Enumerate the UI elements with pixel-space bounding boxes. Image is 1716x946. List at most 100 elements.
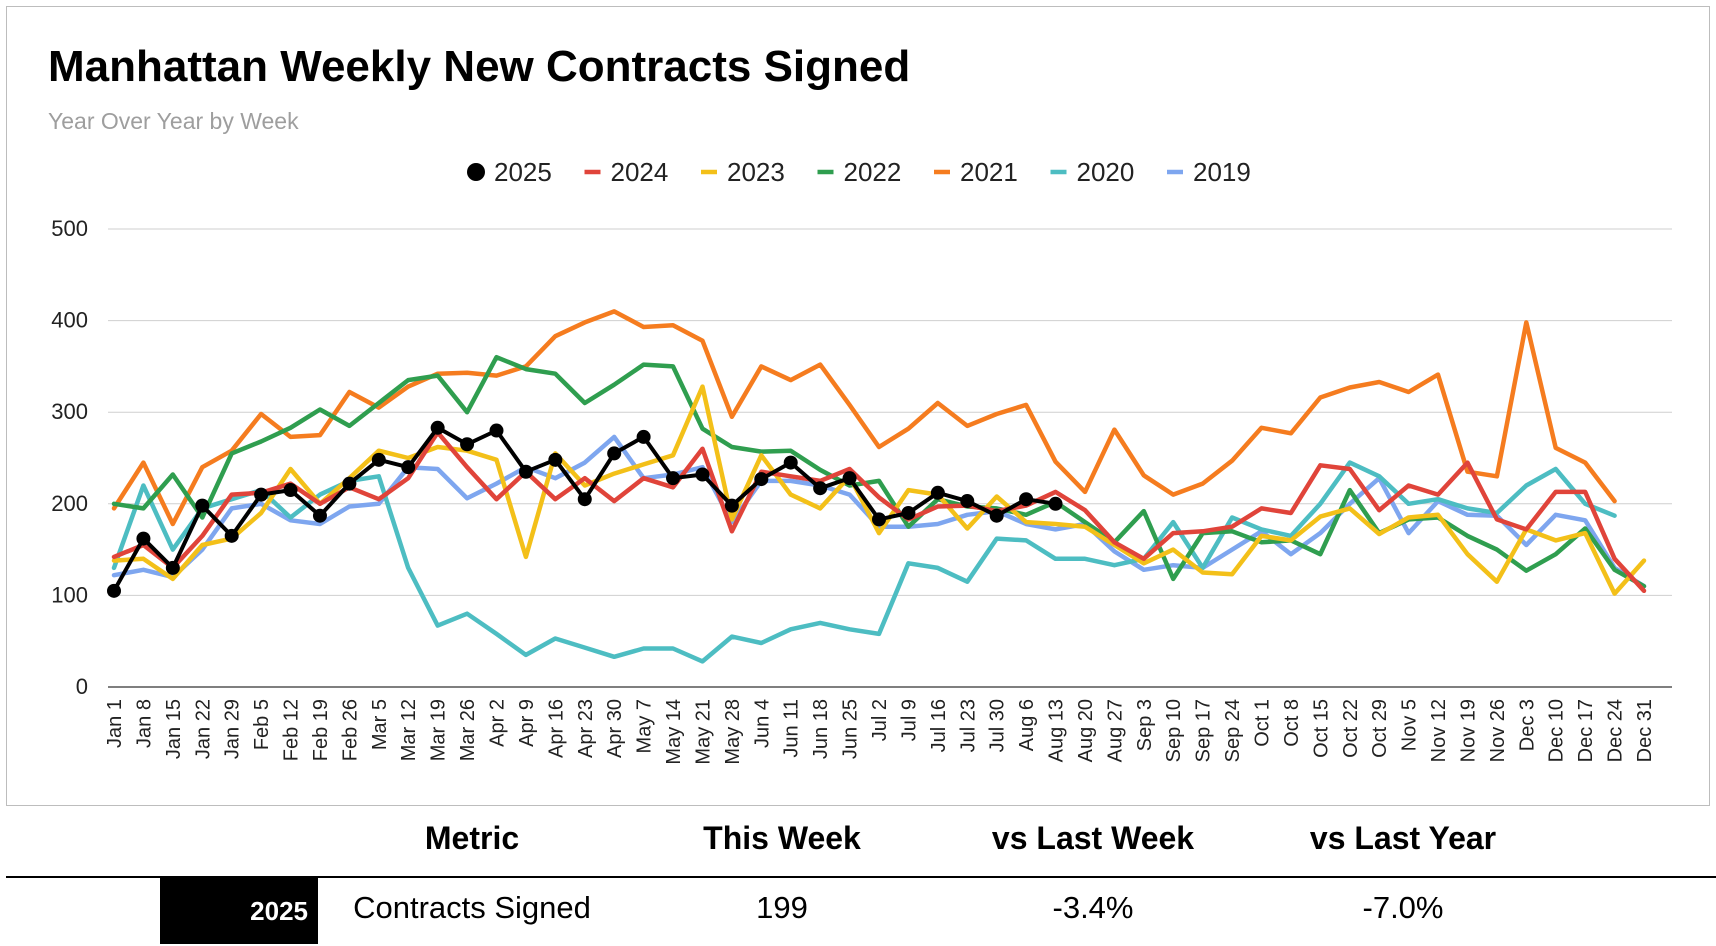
x-tick-label: Nov 26 [1487, 699, 1509, 762]
data-point-2025 [1019, 492, 1034, 507]
x-tick-label: Mar 26 [457, 699, 479, 761]
data-point-2025 [342, 476, 357, 491]
x-tick-label: Jun 11 [781, 699, 803, 758]
data-point-2025 [224, 528, 239, 543]
cell-metric: Contracts Signed [353, 890, 591, 925]
x-tick-label: Aug 13 [1046, 699, 1068, 762]
legend-label-2022: 2022 [844, 157, 902, 187]
data-point-2025 [1048, 496, 1063, 511]
x-tick-label: Oct 29 [1369, 699, 1391, 758]
data-point-2025 [518, 464, 533, 479]
x-tick-label: Oct 15 [1310, 699, 1332, 758]
x-tick-label: Apr 16 [545, 699, 567, 758]
x-tick-label: Jul 23 [957, 699, 979, 752]
data-point-2025 [901, 505, 916, 520]
x-tick-label: May 14 [663, 699, 685, 765]
series-2021 [111, 309, 1617, 527]
series-2024 [111, 430, 1647, 594]
data-point-2025 [460, 437, 475, 452]
data-point-2025 [813, 481, 828, 496]
x-tick-label: Mar 12 [398, 699, 420, 761]
x-tick-label: Dec 24 [1605, 699, 1627, 762]
y-tick-label: 400 [51, 308, 88, 333]
data-point-2025 [371, 452, 386, 467]
header-vs-last-week: vs Last Week [991, 820, 1195, 856]
x-tick-label: Feb 12 [281, 699, 303, 761]
x-tick-label: Sep 17 [1193, 699, 1215, 762]
x-tick-label: Dec 3 [1516, 699, 1538, 751]
legend-label-2020: 2020 [1077, 157, 1135, 187]
data-point-2025 [577, 492, 592, 507]
cell-vs-last-week: -3.4% [1052, 890, 1134, 925]
series-line-2022 [111, 354, 1647, 589]
legend-label-2024: 2024 [611, 157, 669, 187]
x-tick-label: Dec 31 [1634, 699, 1656, 762]
legend-marker-2025 [467, 163, 485, 181]
data-point-2025 [872, 512, 886, 527]
legend-label-2023: 2023 [727, 157, 785, 187]
x-tick-label: Jul 2 [869, 699, 891, 741]
data-point-2025 [989, 508, 1004, 523]
x-tick-label: Jun 4 [751, 699, 773, 748]
data-point-2025 [195, 498, 210, 513]
x-tick-label: Aug 20 [1075, 699, 1097, 762]
x-tick-label: Nov 19 [1457, 699, 1479, 762]
header-this-week: This Week [703, 820, 861, 856]
x-tick-label: Mar 5 [369, 699, 391, 750]
table-header-rule [6, 876, 1716, 878]
row-year-badge: 2025 [160, 878, 318, 944]
x-tick-label: Apr 2 [487, 699, 509, 747]
series-2019 [111, 434, 1647, 589]
series-line-2021 [111, 309, 1617, 527]
y-tick-label: 200 [51, 491, 88, 516]
x-tick-label: Jun 18 [810, 699, 832, 759]
data-point-2025 [312, 508, 327, 523]
x-tick-label: Jul 30 [987, 699, 1009, 752]
data-point-2025 [254, 487, 269, 502]
data-point-2025 [489, 423, 504, 438]
data-point-2025 [430, 420, 445, 435]
data-point-2025 [401, 460, 416, 475]
series-2020 [111, 460, 1617, 664]
x-tick-label: Jul 9 [898, 699, 920, 741]
legend-label-2025: 2025 [494, 157, 552, 187]
x-tick-label: Dec 10 [1546, 699, 1568, 762]
x-tick-label: Oct 22 [1340, 699, 1362, 758]
data-point-2025 [930, 485, 945, 500]
y-tick-label: 300 [51, 399, 88, 424]
x-tick-label: Apr 30 [604, 699, 626, 758]
x-tick-label: Nov 12 [1428, 699, 1450, 762]
x-tick-label: Jan 29 [222, 699, 244, 759]
chart-frame [6, 6, 1710, 806]
x-tick-label: Nov 5 [1399, 699, 1421, 751]
data-point-2025 [724, 498, 739, 513]
series-line-2020 [111, 460, 1617, 664]
data-point-2025 [636, 429, 651, 444]
x-tick-label: Jan 15 [163, 699, 185, 759]
data-point-2025 [548, 452, 563, 467]
series-line-2024 [111, 430, 1647, 594]
y-tick-label: 100 [51, 582, 88, 607]
x-tick-label: Feb 26 [339, 699, 361, 761]
series-2022 [111, 354, 1647, 589]
header-metric: Metric [424, 820, 520, 856]
x-tick-label: Apr 9 [516, 699, 538, 747]
x-tick-label: Jan 22 [192, 699, 214, 759]
data-point-2025 [283, 483, 298, 498]
legend: 2025 2024 2023 2022 2021 2020 2019 [467, 157, 1251, 187]
series-2025 [107, 420, 1063, 598]
cell-vs-last-year: -7.0% [1362, 890, 1444, 925]
data-point-2025 [783, 455, 798, 470]
y-tick-label: 0 [76, 674, 88, 699]
y-tick-label: 500 [51, 216, 88, 241]
series-line-2019 [111, 434, 1647, 589]
x-tick-label: Jan 8 [133, 699, 155, 748]
chart-title: Manhattan Weekly New Contracts Signed [48, 42, 911, 91]
chart-subtitle: Year Over Year by Week [48, 108, 299, 134]
data-point-2025 [165, 560, 180, 575]
x-tick-label: Sep 3 [1134, 699, 1156, 751]
series-2023 [111, 384, 1647, 596]
series-line-2023 [111, 384, 1647, 596]
data-point-2025 [695, 467, 710, 482]
x-tick-label: Feb 19 [310, 699, 332, 761]
